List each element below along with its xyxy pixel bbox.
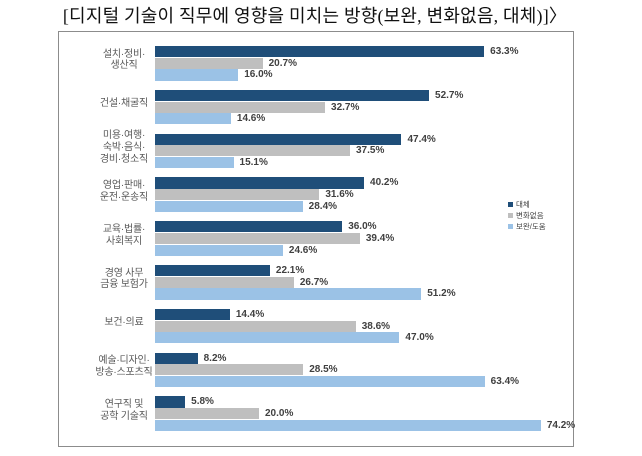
legend-item-2: 변화없음: [508, 210, 544, 220]
legend-label-1: 대체: [516, 199, 530, 209]
value-label-series1-cat3: 47.4%: [407, 133, 436, 145]
chart-title: [디지털 기술이 직무에 영향을 미치는 방향(보완, 변화없음, 대체)]〉: [62, 6, 568, 26]
bar-series3-cat2: [155, 113, 231, 125]
category-label-line: 운전·운송직: [99, 191, 149, 203]
category-label-line: 숙박·음식·: [102, 142, 146, 154]
category-label-9: 연구직 및 공학 기술직: [30, 399, 218, 422]
chart-area: 63.3% 20.7% 16.0% 52.7% 32.7% 14.6% 47.4% 37.5%…: [58, 31, 576, 447]
category-label-2: 건설·채굴직: [30, 98, 218, 110]
category-label-4: 영업·판매· 운전·운송직: [30, 180, 218, 203]
bar-series2-cat8: [155, 364, 304, 376]
value-label-series3-cat9: 74.2%: [546, 419, 576, 431]
complement-swatch-icon: [508, 224, 513, 230]
category-label-5: 교육·법률· 사회복지: [30, 224, 218, 247]
category-label-line: 방송·스포츠직: [95, 366, 153, 378]
legend-label-3: 보완/도움: [516, 222, 546, 232]
value-label-series3-cat5: 24.6%: [288, 244, 318, 256]
category-label-line: 생산직: [110, 60, 138, 72]
bar-series2-cat5: [155, 232, 360, 245]
value-label-series3-cat7: 47.0%: [405, 332, 434, 344]
value-label-series2-cat1: 20.7%: [268, 57, 297, 69]
value-label-series1-cat9: 5.8%: [191, 396, 214, 408]
category-label-line: 연구직 및: [104, 399, 144, 411]
category-label-line: 경비·청소직: [99, 153, 149, 165]
bar-series2-cat4: [155, 189, 320, 201]
legend-label-2: 변화없음: [516, 210, 544, 220]
category-label-3: 미용·여행· 숙박·음식· 경비·청소직: [30, 130, 218, 165]
bar-series1-cat3: [155, 133, 402, 145]
bar-series3-cat3: [155, 157, 234, 169]
value-label-series1-cat1: 63.3%: [490, 46, 519, 57]
value-label-series3-cat8: 63.4%: [490, 376, 520, 387]
value-label-series2-cat5: 39.4%: [365, 232, 395, 244]
bar-series3-cat7: [155, 332, 400, 344]
bar-series2-cat2: [155, 101, 326, 113]
category-label-8: 예술·디자인· 방송·스포츠직: [30, 355, 218, 378]
category-label-line: 공학 기술직: [100, 410, 148, 422]
category-label-line: 예술·디자인·: [98, 355, 150, 367]
value-label-series3-cat1: 16.0%: [244, 69, 273, 81]
value-label-series1-cat7: 14.4%: [235, 308, 265, 320]
value-label-series2-cat4: 31.6%: [325, 189, 354, 201]
value-label-series1-cat4: 40.2%: [370, 177, 399, 189]
bar-series1-cat4: [155, 177, 365, 189]
value-label-series1-cat8: 8.2%: [203, 352, 227, 364]
value-label-series1-cat2: 52.7%: [435, 89, 464, 101]
value-label-series3-cat2: 14.6%: [236, 113, 266, 125]
bar-series3-cat9: [155, 419, 541, 431]
bar-series2-cat9: [155, 408, 259, 420]
bar-series3-cat8: [155, 376, 485, 388]
value-label-series2-cat3: 37.5%: [356, 145, 385, 157]
value-label-series3-cat3: 15.1%: [239, 157, 268, 168]
bar-series3-cat1: [155, 69, 239, 81]
bar-series1-cat2: [155, 89, 430, 101]
category-label-1: 설치·정비· 생산직: [30, 49, 218, 72]
value-label-series2-cat9: 20.0%: [265, 408, 294, 420]
legend-item-3: 보완/도움: [508, 222, 546, 232]
bar-series2-cat6: [155, 276, 294, 288]
legend-item-1: 대체: [508, 199, 530, 209]
bar-series3-cat6: [155, 288, 422, 300]
bar-series1-cat5: [155, 221, 343, 233]
category-label-7: 보건·의료: [30, 317, 218, 329]
category-label-line: 보건·의료: [104, 317, 144, 329]
value-label-series3-cat4: 28.4%: [308, 200, 338, 212]
value-label-series2-cat7: 38.6%: [361, 320, 391, 332]
bar-series3-cat4: [155, 200, 303, 212]
replace-swatch-icon: [508, 201, 513, 207]
bar-series1-cat1: [155, 46, 485, 58]
category-label-line: 건설·채굴직: [99, 98, 149, 110]
bar-series1-cat8: [155, 352, 198, 364]
bar-series1-cat9: [155, 396, 186, 408]
value-label-series3-cat6: 51.2%: [427, 288, 456, 300]
category-label-line: 금융 보험가: [100, 279, 148, 291]
value-label-series1-cat6: 22.1%: [275, 265, 305, 276]
category-label-line: 설치·정비·: [102, 48, 146, 60]
value-label-series1-cat5: 36.0%: [348, 221, 377, 233]
category-label-line: 교육·법률·: [102, 223, 146, 235]
category-label-6: 경영 사무 금융 보험가: [30, 268, 218, 291]
bar-series3-cat5: [155, 244, 283, 256]
bar-series2-cat1: [155, 57, 263, 69]
value-label-series2-cat8: 28.5%: [309, 364, 338, 376]
value-label-series2-cat6: 26.7%: [299, 276, 329, 288]
category-label-line: 사회복지: [106, 235, 142, 247]
bar-series2-cat7: [155, 320, 356, 332]
category-label-line: 미용·여행·: [102, 130, 146, 142]
bar-series1-cat6: [155, 265, 270, 277]
bar-series1-cat7: [155, 308, 230, 320]
category-label-line: 영업·판매·: [102, 180, 146, 192]
no-change-swatch-icon: [508, 212, 513, 218]
value-label-series2-cat2: 32.7%: [331, 101, 360, 113]
category-label-line: 경영 사무: [104, 267, 144, 279]
bar-series2-cat3: [155, 145, 350, 157]
